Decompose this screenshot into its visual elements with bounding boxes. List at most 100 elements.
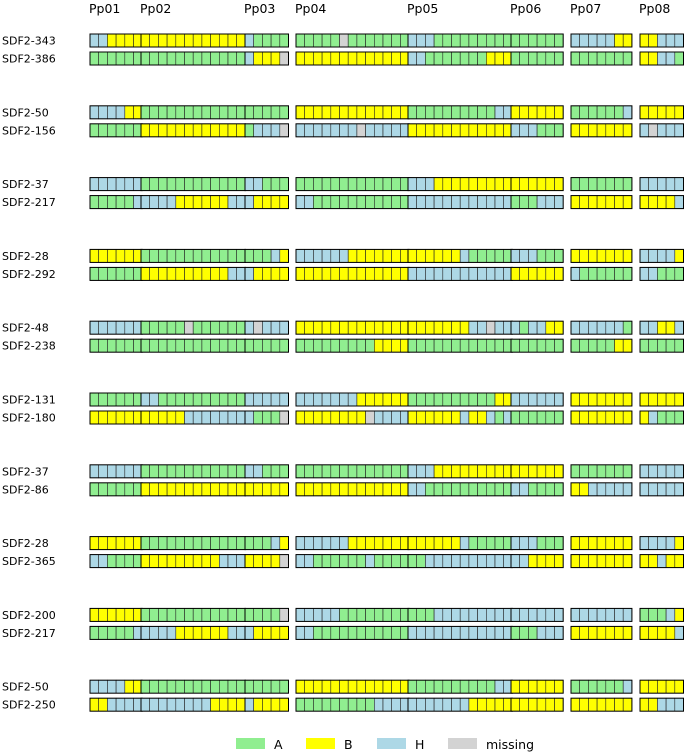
- genotype-cell: [321, 410, 332, 425]
- genotype-cell: [554, 608, 564, 622]
- genotype-cell: [313, 482, 323, 497]
- genotype-cell: [639, 338, 649, 353]
- chromosome-block-outline: [570, 320, 633, 335]
- genotype-cell: [270, 536, 281, 550]
- genotype-cell: [545, 482, 555, 497]
- row-label: SDF2-156: [2, 124, 56, 137]
- genotype-cell: [416, 195, 426, 209]
- genotype-cell: [674, 536, 684, 550]
- genotype-cell: [674, 626, 684, 640]
- genotype-cell: [140, 195, 150, 209]
- genotype-cell: [158, 195, 168, 209]
- genotype-cell: [648, 123, 658, 138]
- genotype-cell: [184, 249, 194, 263]
- genotype-cell: [579, 33, 589, 48]
- genotype-cell: [570, 338, 580, 353]
- genotype-cell: [184, 410, 194, 425]
- genotype-cell: [253, 51, 263, 66]
- genotype-cell: [657, 249, 667, 263]
- genotype-cell: [201, 177, 211, 191]
- legend-swatch-a: [236, 738, 265, 749]
- genotype-cell: [356, 177, 366, 191]
- genotype-cell: [253, 267, 263, 281]
- genotype-cell: [665, 267, 676, 281]
- genotype-cell: [219, 679, 229, 694]
- genotype-cell: [648, 338, 658, 353]
- genotype-cell: [149, 626, 159, 640]
- genotype-cell: [545, 697, 555, 712]
- genotype-cell: [416, 392, 426, 407]
- genotype-cell: [124, 608, 134, 622]
- genotype-cell: [468, 33, 478, 48]
- genotype-cell: [365, 33, 375, 48]
- genotype-cell: [253, 195, 263, 209]
- genotype-cell: [648, 320, 658, 335]
- genotype-cell: [347, 33, 358, 48]
- genotype-cell: [158, 249, 168, 263]
- genotype-cell: [570, 320, 580, 335]
- genotype-cell: [140, 267, 150, 281]
- genotype-cell: [373, 679, 384, 694]
- genotype-cell: [140, 482, 150, 497]
- genotype-cell: [166, 51, 177, 66]
- genotype-cell: [270, 33, 281, 48]
- genotype-cell: [166, 392, 177, 407]
- genotype-cell: [622, 123, 633, 138]
- chromosome-block-outline: [244, 105, 289, 120]
- chromosome-block-outline: [244, 266, 289, 281]
- genotype-cell: [665, 392, 676, 407]
- genotype-cell: [596, 105, 607, 120]
- genotype-cell: [279, 33, 289, 48]
- genotype-cell: [510, 482, 520, 497]
- genotype-cell: [657, 536, 667, 550]
- genotype-cell: [140, 392, 150, 407]
- genotype-cell: [107, 320, 117, 335]
- genotype-cell: [347, 320, 358, 335]
- genotype-cell: [648, 51, 658, 66]
- genotype-cell: [657, 195, 667, 209]
- genotype-cell: [536, 392, 547, 407]
- genotype-cell: [149, 697, 159, 712]
- genotype-cell: [468, 249, 478, 263]
- chromosome-block-outline: [510, 195, 564, 210]
- genotype-cell: [373, 51, 384, 66]
- genotype-cell: [124, 392, 134, 407]
- genotype-cell: [477, 697, 487, 712]
- genotype-cell: [98, 392, 108, 407]
- genotype-cell: [657, 482, 667, 497]
- chromosome-block-outline: [570, 177, 633, 192]
- genotype-cell: [347, 410, 358, 425]
- genotype-cell: [648, 267, 658, 281]
- genotype-cell: [528, 410, 538, 425]
- genotype-cell: [442, 464, 452, 479]
- genotype-cell: [622, 679, 633, 694]
- genotype-cell: [124, 554, 134, 568]
- genotype-cell: [416, 697, 426, 712]
- genotype-cell: [391, 697, 401, 712]
- genotype-cell: [433, 626, 444, 640]
- genotype-cell: [192, 195, 203, 209]
- genotype-cell: [485, 123, 496, 138]
- genotype-cell: [545, 608, 555, 622]
- genotype-cell: [184, 626, 194, 640]
- genotype-cell: [382, 249, 392, 263]
- genotype-cell: [674, 464, 684, 479]
- genotype-cell: [98, 51, 108, 66]
- genotype-cell: [244, 392, 254, 407]
- genotype-cell: [262, 195, 272, 209]
- genotype-cell: [614, 338, 624, 353]
- genotype-cell: [528, 679, 538, 694]
- genotype-cell: [339, 33, 349, 48]
- genotype-cell: [166, 626, 177, 640]
- genotype-cell: [373, 338, 384, 353]
- genotype-cell: [107, 105, 117, 120]
- genotype-cell: [244, 249, 254, 263]
- genotype-cell: [485, 33, 496, 48]
- genotype-cell: [596, 123, 607, 138]
- genotype-cell: [227, 105, 237, 120]
- genotype-cell: [356, 410, 366, 425]
- genotype-cell: [295, 51, 305, 66]
- genotype-cell: [596, 51, 607, 66]
- genotype-cell: [124, 105, 134, 120]
